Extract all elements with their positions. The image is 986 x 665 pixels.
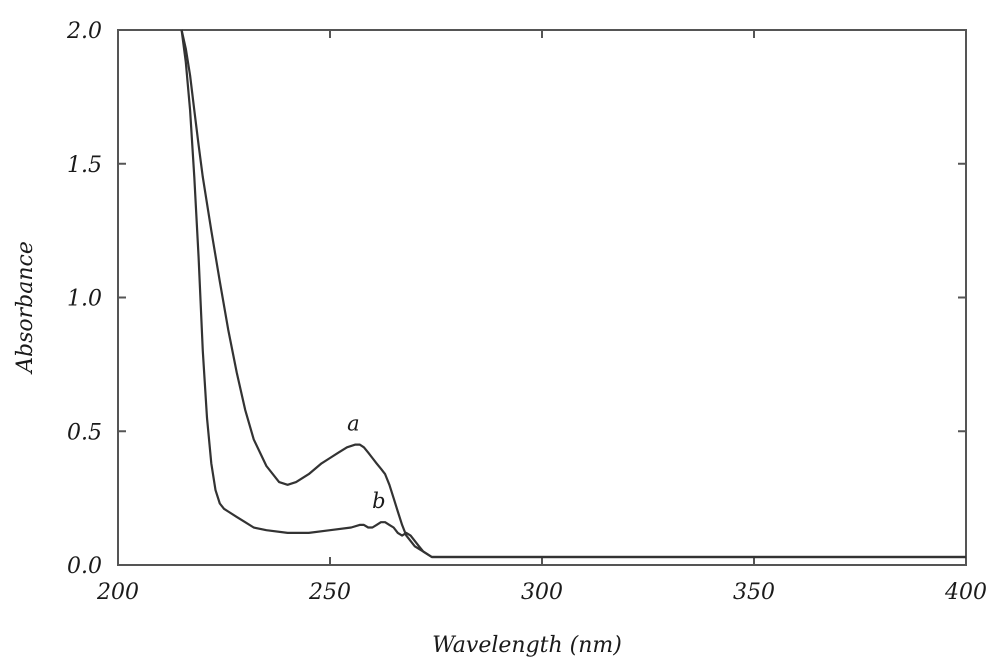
y-tick-label: 1.5 xyxy=(67,153,102,178)
y-tick-label: 0.5 xyxy=(67,420,102,445)
x-tick-label: 200 xyxy=(96,580,139,605)
series-line-b xyxy=(180,29,966,559)
plot-frame xyxy=(117,29,967,566)
x-tick-label: 400 xyxy=(944,580,986,605)
y-tick-label: 1.0 xyxy=(67,287,102,312)
series-label-b: b xyxy=(372,489,385,513)
x-tick-label: 250 xyxy=(308,580,351,605)
series-layer: ab xyxy=(180,29,966,559)
y-axis-title: Absorbance xyxy=(13,241,38,375)
series-label-a: a xyxy=(347,412,360,436)
x-tick-label: 300 xyxy=(521,580,563,605)
x-axis-ticks: 200 250 300 350 400 xyxy=(96,30,986,605)
y-axis-ticks: 0.0 0.5 1.0 1.5 2.0 xyxy=(66,19,966,579)
x-axis-title: Wavelength (nm) xyxy=(432,633,622,658)
y-tick-label: 0.0 xyxy=(67,554,102,579)
y-tick-label: 2.0 xyxy=(66,19,102,44)
series-line-a xyxy=(180,29,966,559)
x-tick-label: 350 xyxy=(733,580,775,605)
